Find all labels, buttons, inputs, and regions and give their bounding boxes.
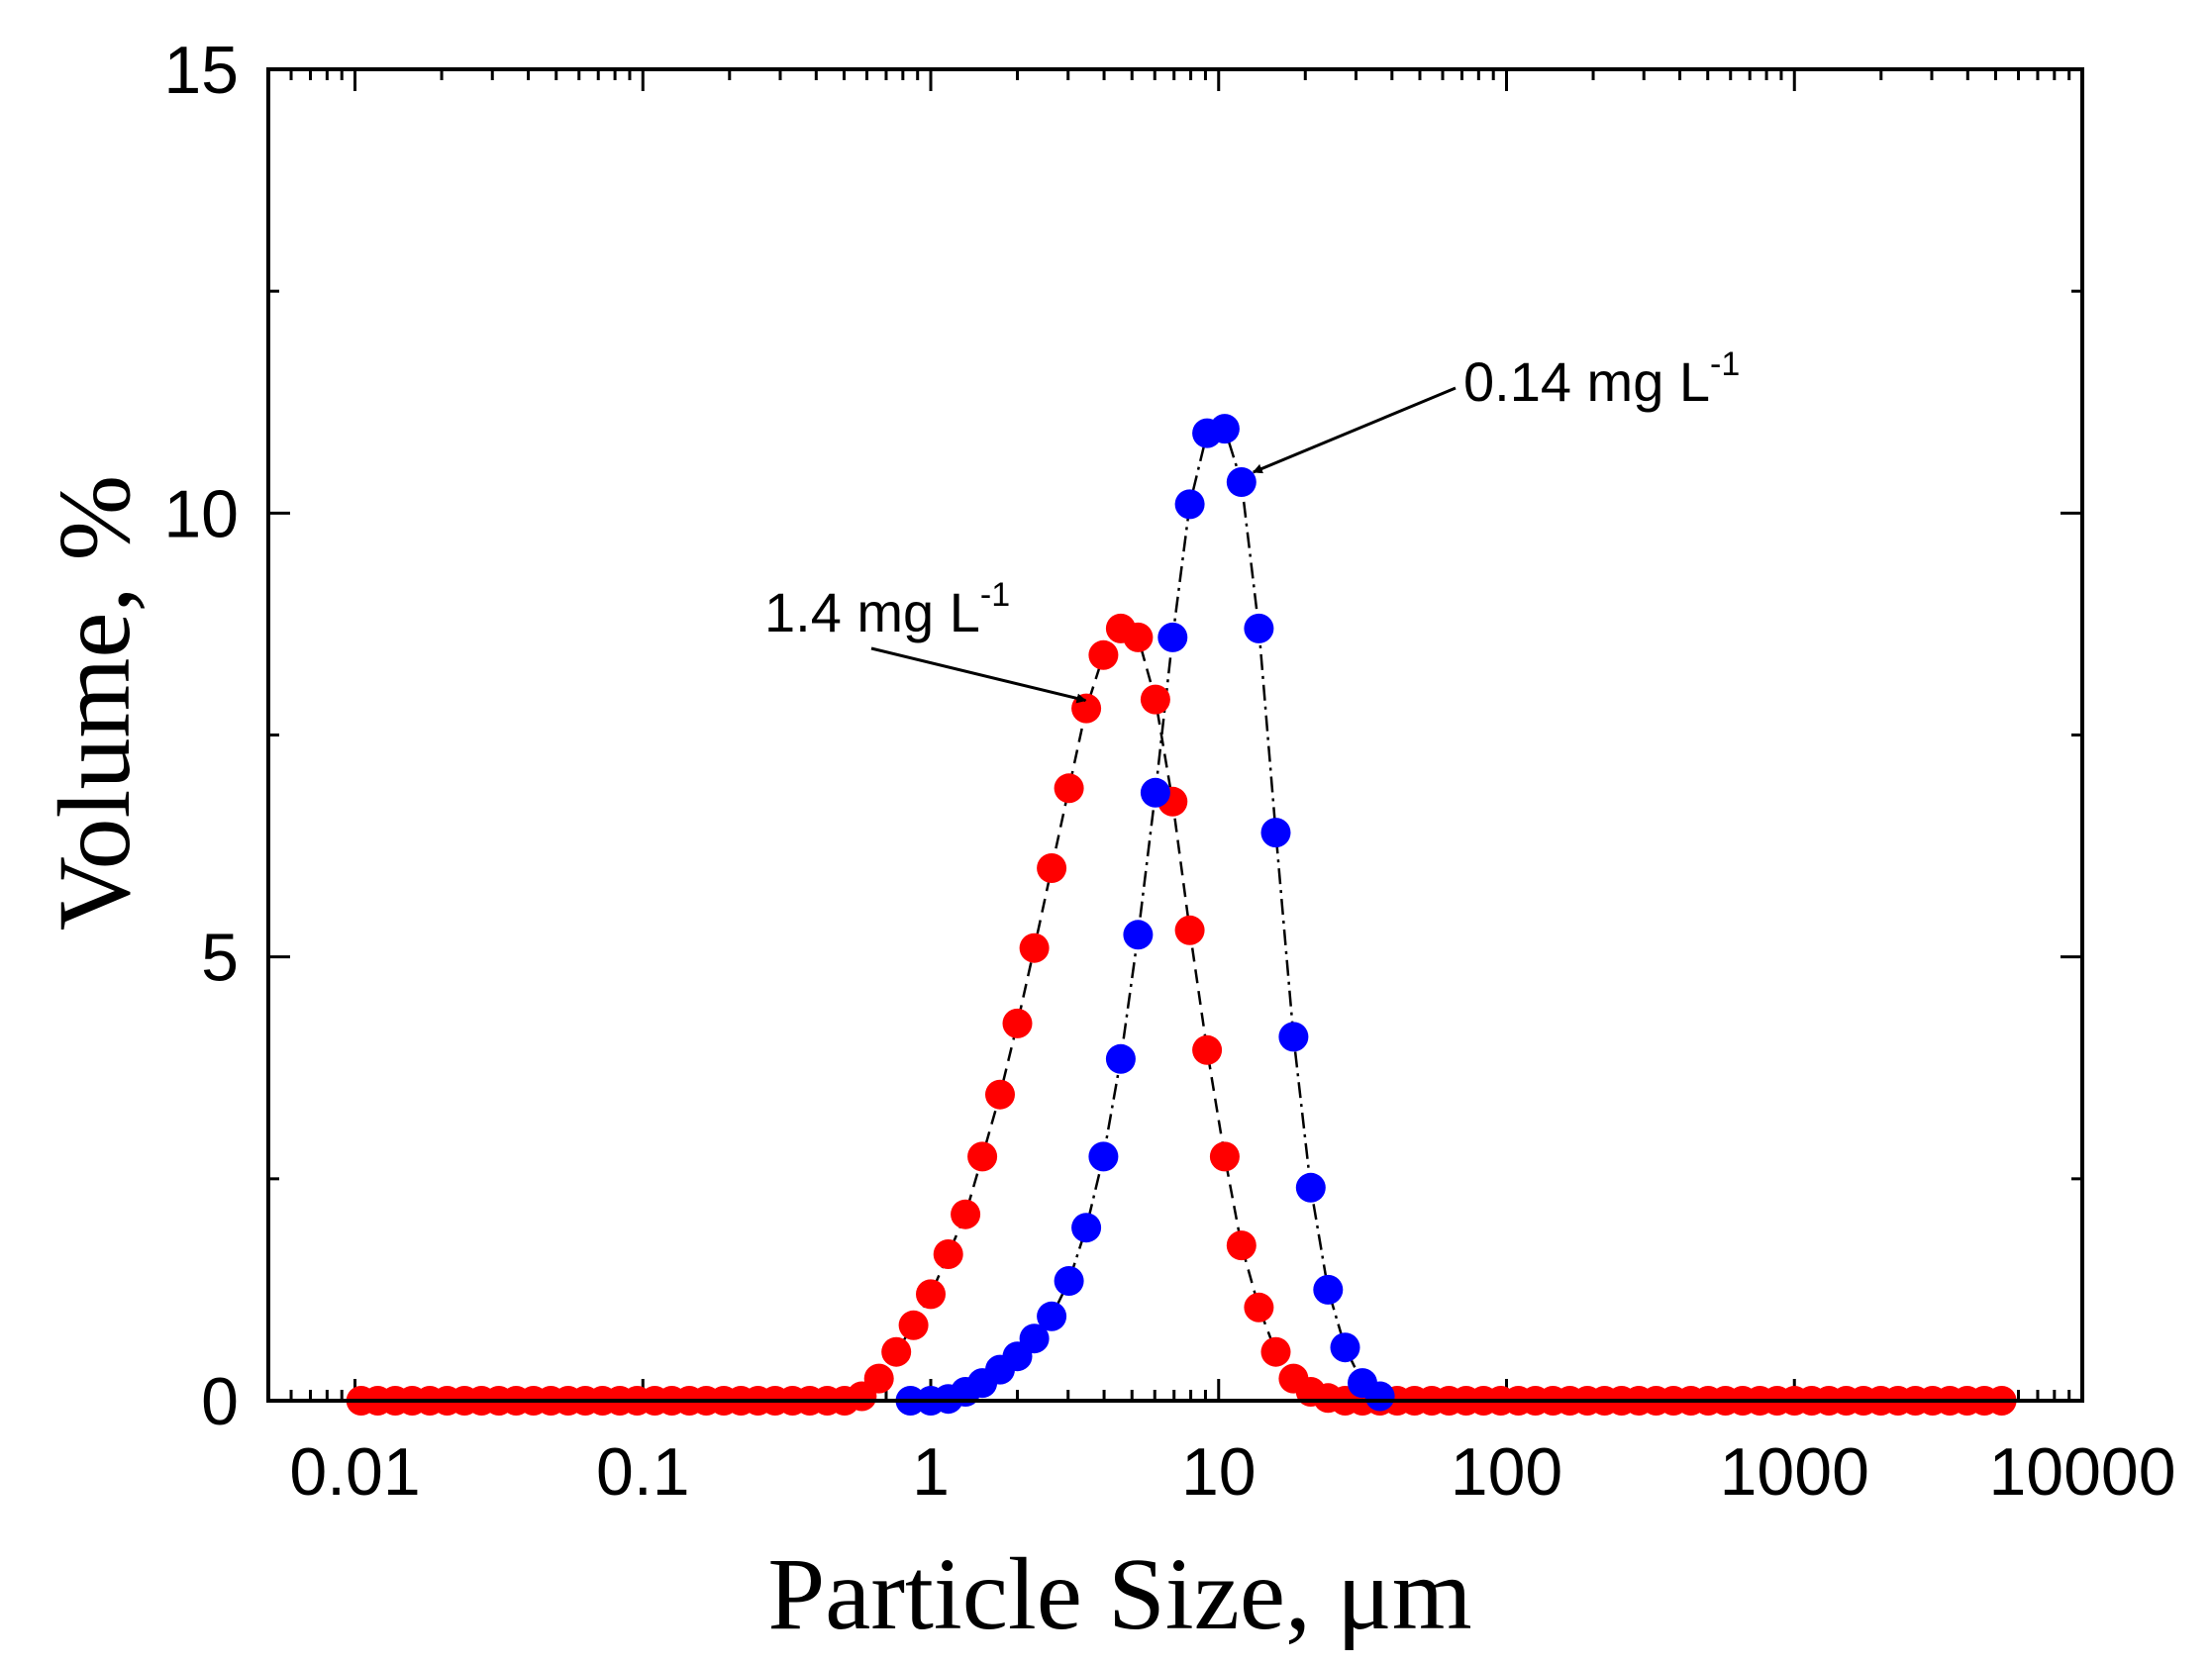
data-point-red xyxy=(1054,773,1084,804)
data-point-red xyxy=(951,1199,981,1229)
data-point-red xyxy=(1123,622,1154,652)
data-point-blue xyxy=(1071,1213,1102,1243)
data-point-blue xyxy=(1330,1332,1360,1363)
data-point-red xyxy=(1209,1141,1240,1172)
plot-frame xyxy=(266,67,2084,1403)
y-axis-title: Volume, % xyxy=(38,475,151,931)
data-point-red xyxy=(1002,1008,1033,1038)
data-point-blue xyxy=(1174,489,1205,520)
data-point-blue xyxy=(1244,613,1274,643)
y-axis-ticks: 0 5 10 15 xyxy=(163,33,2082,1439)
data-point-red xyxy=(916,1279,946,1310)
annotation-arrow-blue xyxy=(1252,386,1457,474)
data-point-red xyxy=(1260,1336,1291,1367)
data-point-blue xyxy=(1295,1172,1326,1203)
data-point-blue xyxy=(1209,414,1240,444)
data-point-blue xyxy=(1054,1266,1084,1296)
data-point-blue xyxy=(1226,467,1257,497)
x-tick-label: 100 xyxy=(1451,1434,1562,1510)
series-layer xyxy=(346,414,2017,1416)
data-point-blue xyxy=(1364,1381,1395,1412)
y-tick-label: 10 xyxy=(163,476,239,551)
y-tick-label: 5 xyxy=(201,921,239,996)
annotation-label-blue: 0.14 mg L-1 xyxy=(1463,345,1740,413)
data-point-blue xyxy=(1157,622,1188,652)
data-point-red xyxy=(1037,853,1067,883)
data-point-red xyxy=(933,1239,963,1269)
data-point-blue xyxy=(1037,1301,1067,1331)
x-tick-label: 10000 xyxy=(1988,1434,2175,1510)
data-point-blue xyxy=(1105,1043,1136,1074)
x-tick-label: 1 xyxy=(912,1434,950,1510)
annotation-label-red: 1.4 mg L-1 xyxy=(764,576,1010,643)
x-tick-label: 0.01 xyxy=(289,1434,420,1510)
data-point-red xyxy=(1226,1230,1257,1261)
data-point-blue xyxy=(1088,1141,1119,1172)
data-point-red xyxy=(1140,684,1170,715)
x-tick-label: 0.1 xyxy=(596,1434,690,1510)
x-axis-ticks: 0.01 0.1 1 10 100 1000 10000 xyxy=(266,69,2176,1510)
y-tick-label: 15 xyxy=(163,33,239,108)
data-point-blue xyxy=(1019,1323,1050,1354)
annotation-arrow-red xyxy=(870,646,1087,704)
data-point-red xyxy=(881,1336,912,1367)
series-line-blue xyxy=(910,427,1381,1403)
data-point-red xyxy=(985,1079,1015,1110)
annotation-label-blue-sup: -1 xyxy=(1710,345,1740,383)
x-tick-label: 10 xyxy=(1181,1434,1257,1510)
data-point-red xyxy=(1019,932,1050,963)
data-point-red xyxy=(1174,915,1205,945)
data-point-blue xyxy=(1260,818,1291,848)
data-point-red xyxy=(967,1141,998,1172)
data-point-blue xyxy=(1313,1274,1344,1305)
data-point-red xyxy=(1192,1034,1223,1065)
data-point-red xyxy=(863,1363,894,1394)
data-point-red xyxy=(898,1310,929,1340)
data-point-blue xyxy=(1278,1022,1309,1052)
x-axis-title: Particle Size, μm xyxy=(767,1537,1471,1651)
data-point-blue xyxy=(1123,920,1154,950)
data-point-blue xyxy=(1140,777,1170,808)
annotation-label-red-main: 1.4 mg L xyxy=(764,581,980,643)
data-point-red xyxy=(1244,1292,1274,1323)
y-tick-label: 0 xyxy=(201,1364,239,1439)
annotation-blue-series: 0.14 mg L-1 xyxy=(1252,345,1740,474)
series-line-red xyxy=(360,627,2002,1403)
x-tick-label: 1000 xyxy=(1720,1434,1869,1510)
annotation-label-blue-main: 0.14 mg L xyxy=(1463,350,1710,413)
annotation-red-series: 1.4 mg L-1 xyxy=(764,576,1087,704)
data-point-red xyxy=(1088,639,1119,670)
annotation-label-red-sup: -1 xyxy=(980,576,1010,614)
